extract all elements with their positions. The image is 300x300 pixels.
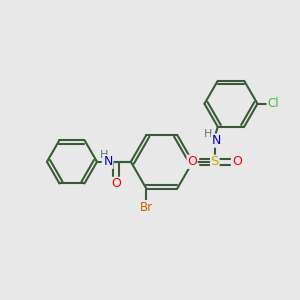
Text: S: S	[211, 155, 219, 168]
Text: H: H	[204, 129, 212, 139]
Text: Cl: Cl	[267, 97, 279, 110]
Text: H: H	[100, 150, 109, 160]
Text: Br: Br	[140, 201, 153, 214]
Text: O: O	[111, 177, 121, 190]
Text: N: N	[212, 134, 221, 147]
Text: O: O	[232, 155, 242, 168]
Text: O: O	[187, 155, 197, 168]
Text: N: N	[103, 155, 113, 168]
